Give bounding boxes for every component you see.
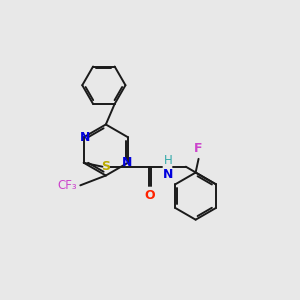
Text: F: F [194, 142, 203, 155]
Text: CF₃: CF₃ [58, 179, 77, 192]
Text: N: N [80, 131, 90, 144]
Text: S: S [101, 160, 110, 173]
Text: O: O [144, 189, 155, 202]
Text: H: H [164, 154, 172, 167]
Text: N: N [163, 168, 173, 181]
Text: N: N [122, 156, 132, 169]
